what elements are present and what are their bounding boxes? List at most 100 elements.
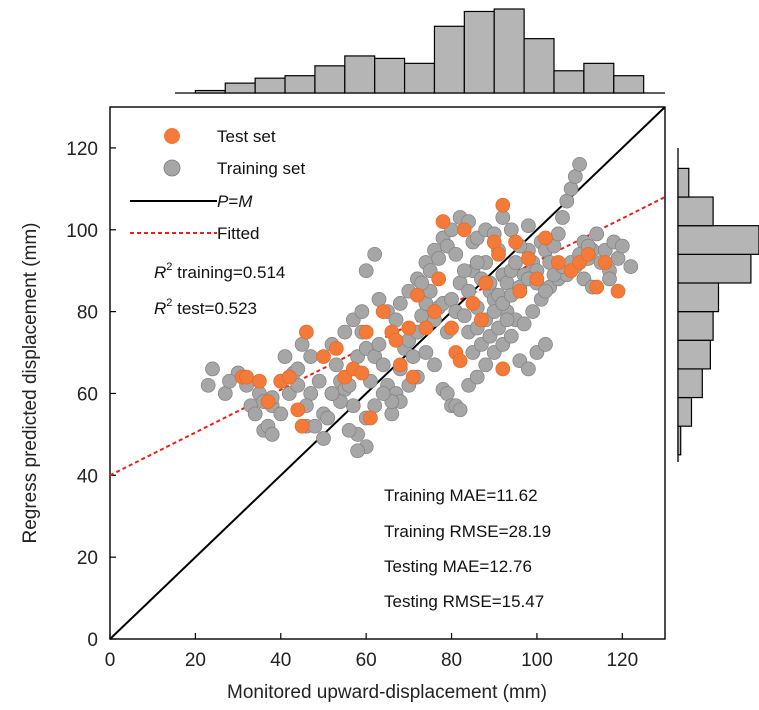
training-point bbox=[516, 316, 532, 332]
legend-fitted-label: Fitted bbox=[217, 224, 260, 243]
top-hist-bar bbox=[433, 25, 465, 94]
top-hist-bar bbox=[493, 8, 525, 94]
legend-training-marker bbox=[163, 159, 181, 177]
test-point bbox=[486, 234, 502, 250]
training-point bbox=[503, 328, 519, 344]
test-point bbox=[281, 369, 297, 385]
test-point bbox=[363, 410, 378, 426]
training-point bbox=[350, 443, 365, 459]
test-point bbox=[418, 320, 434, 336]
training-point bbox=[388, 312, 404, 328]
training-point bbox=[550, 226, 566, 242]
test-point bbox=[328, 341, 344, 356]
training-point bbox=[469, 255, 485, 270]
test-point bbox=[444, 320, 459, 336]
training-point bbox=[316, 431, 331, 446]
x-tick-label: 0 bbox=[105, 650, 116, 671]
top-hist-bar bbox=[463, 10, 495, 94]
training-point bbox=[559, 193, 575, 209]
legend-training-label: Training set bbox=[217, 159, 305, 178]
training-point bbox=[311, 373, 327, 389]
x-tick-label: 40 bbox=[270, 650, 291, 671]
training-point bbox=[367, 398, 383, 414]
training-point bbox=[427, 357, 442, 373]
test-point bbox=[375, 304, 391, 319]
training-point bbox=[345, 398, 361, 414]
test-point bbox=[610, 283, 626, 299]
training-point bbox=[294, 337, 310, 352]
right-hist-bar bbox=[677, 225, 759, 255]
axis-ticks: 0 20 40 60 80 100 120 0 20 40 60 80 100 120 bbox=[66, 139, 638, 671]
data-points bbox=[200, 156, 639, 459]
training-point bbox=[538, 283, 553, 299]
legend: Test set Training set P=M Fitted bbox=[130, 127, 305, 243]
top-hist-bar bbox=[374, 57, 406, 94]
test-point bbox=[508, 234, 523, 250]
y-tick-label: 40 bbox=[77, 466, 98, 487]
training-point bbox=[555, 210, 570, 225]
training-point bbox=[200, 377, 216, 393]
training-point bbox=[602, 271, 617, 287]
test-point bbox=[435, 214, 451, 229]
right-hist-bar bbox=[677, 282, 720, 313]
training-point bbox=[341, 422, 357, 438]
training-point bbox=[328, 357, 344, 373]
test-point bbox=[290, 402, 306, 418]
training-point bbox=[499, 312, 515, 328]
right-hist-bar bbox=[677, 196, 714, 227]
training-point bbox=[367, 246, 383, 262]
training-point bbox=[222, 373, 237, 389]
x-tick-label: 60 bbox=[356, 650, 377, 671]
training-point bbox=[521, 218, 536, 234]
test-point bbox=[427, 304, 442, 319]
top-hist-bar bbox=[344, 55, 376, 94]
training-point bbox=[623, 259, 639, 274]
y-tick-label: 120 bbox=[66, 139, 98, 160]
training-point bbox=[405, 349, 421, 364]
training-point bbox=[375, 357, 391, 373]
training-point bbox=[610, 251, 626, 266]
r2-test: R2 test=0.523 bbox=[154, 297, 257, 318]
top-hist-bar bbox=[314, 65, 346, 94]
test-point bbox=[495, 361, 511, 377]
training-point bbox=[337, 324, 353, 340]
test-point bbox=[299, 324, 314, 340]
training-point bbox=[448, 246, 464, 262]
x-tick-label: 20 bbox=[185, 650, 206, 671]
test-point bbox=[452, 353, 468, 369]
training-point bbox=[567, 169, 583, 184]
right-hist-bar bbox=[677, 368, 703, 399]
test-point bbox=[388, 332, 404, 348]
x-tick-label: 100 bbox=[521, 650, 553, 671]
plot-frame bbox=[109, 106, 666, 640]
y-tick-label: 20 bbox=[77, 548, 98, 569]
training-point bbox=[418, 345, 434, 360]
training-point bbox=[444, 291, 459, 307]
y-axis-title: Regress predicted displacement (mm) bbox=[20, 222, 41, 543]
stat-training-mae: Training MAE=11.62 bbox=[384, 486, 538, 505]
r2-training: R2 training=0.514 bbox=[154, 261, 285, 282]
training-point bbox=[247, 406, 263, 422]
y-tick-label: 60 bbox=[77, 384, 98, 405]
top-hist-bar bbox=[553, 70, 585, 94]
x-tick-label: 120 bbox=[606, 650, 638, 671]
training-point bbox=[371, 337, 387, 352]
training-point bbox=[456, 308, 472, 324]
training-point bbox=[538, 337, 553, 352]
test-point bbox=[491, 246, 506, 262]
test-point bbox=[538, 230, 553, 246]
right-hist-bar bbox=[677, 167, 690, 198]
test-point bbox=[465, 296, 481, 311]
training-point bbox=[371, 291, 387, 307]
training-point bbox=[264, 427, 280, 442]
right-hist-bar bbox=[677, 339, 712, 370]
training-point bbox=[384, 406, 400, 422]
training-point bbox=[478, 357, 494, 373]
legend-test-label: Test set bbox=[217, 127, 276, 146]
test-point bbox=[529, 271, 545, 287]
test-point bbox=[431, 271, 447, 287]
test-point bbox=[252, 373, 267, 389]
test-point bbox=[410, 287, 425, 303]
test-point bbox=[260, 394, 276, 409]
